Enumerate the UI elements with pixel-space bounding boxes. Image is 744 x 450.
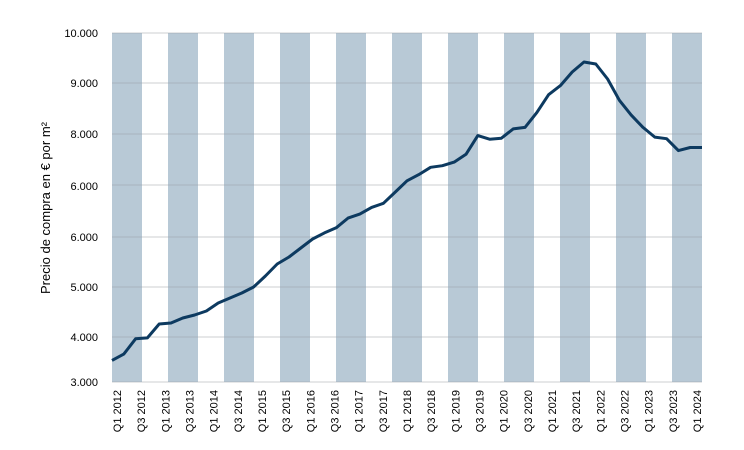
x-tick-label: Q1 2015 bbox=[257, 390, 269, 432]
year-band bbox=[672, 33, 702, 382]
x-tick-label: Q1 2022 bbox=[595, 390, 607, 432]
x-tick-label: Q1 2021 bbox=[547, 390, 559, 432]
x-tick-label: Q3 2013 bbox=[185, 390, 197, 432]
x-tick-label: Q3 2023 bbox=[668, 390, 680, 432]
year-band bbox=[224, 33, 254, 382]
year-band bbox=[448, 33, 478, 382]
x-tick-label: Q3 2022 bbox=[620, 390, 632, 432]
x-tick-label: Q3 2016 bbox=[330, 390, 342, 432]
year-bands bbox=[112, 33, 702, 382]
y-tick-label: 6.000 bbox=[70, 232, 98, 244]
series-line bbox=[111, 60, 702, 362]
x-tick-label: Q1 2017 bbox=[354, 390, 366, 432]
x-tick-label: Q3 2014 bbox=[233, 390, 245, 432]
y-tick-label: 9.000 bbox=[70, 78, 98, 90]
x-tick-label: Q1 2012 bbox=[112, 390, 124, 432]
year-band bbox=[168, 33, 198, 382]
y-tick-label: 3.000 bbox=[70, 377, 98, 389]
year-band bbox=[560, 33, 590, 382]
x-tick-label: Q1 2014 bbox=[209, 390, 221, 432]
y-axis-ticks: 3.000 4.000 5.000 6.000 6.000 8.000 9.000 10.00… bbox=[64, 28, 98, 389]
year-band bbox=[336, 33, 366, 382]
x-axis-ticks: Q1 2012 Q3 2012 Q1 2013 Q3 2013 Q1 2014 Q3 20… bbox=[112, 390, 704, 432]
x-tick-label: Q3 2020 bbox=[523, 390, 535, 432]
x-tick-label: Q3 2021 bbox=[571, 390, 583, 432]
y-tick-label: 8.000 bbox=[70, 129, 98, 141]
x-tick-label: Q3 2018 bbox=[426, 390, 438, 432]
x-tick-label: Q1 2018 bbox=[402, 390, 414, 432]
y-tick-label: 4.000 bbox=[70, 332, 98, 344]
x-tick-label: Q1 2020 bbox=[499, 390, 511, 432]
y-tick-label: 6.000 bbox=[70, 181, 98, 193]
x-tick-label: Q3 2017 bbox=[378, 390, 390, 432]
year-band bbox=[616, 33, 646, 382]
year-band bbox=[504, 33, 534, 382]
year-band bbox=[112, 33, 142, 382]
x-tick-label: Q3 2015 bbox=[281, 390, 293, 432]
x-tick-label: Q1 2016 bbox=[305, 390, 317, 432]
series-lines bbox=[111, 60, 702, 362]
y-tick-label: 5.000 bbox=[70, 282, 98, 294]
year-band bbox=[280, 33, 310, 382]
x-tick-label: Q1 2019 bbox=[450, 390, 462, 432]
year-band bbox=[392, 33, 422, 382]
x-tick-label: Q1 2013 bbox=[160, 390, 172, 432]
y-axis-label: Precio de compra en € por m² bbox=[38, 121, 53, 294]
x-tick-label: Q1 2024 bbox=[692, 390, 704, 432]
y-tick-label: 10.000 bbox=[64, 28, 98, 40]
x-tick-label: Q3 2012 bbox=[136, 390, 148, 432]
gridlines bbox=[112, 32, 702, 383]
x-tick-label: Q3 2019 bbox=[475, 390, 487, 432]
x-tick-label: Q1 2023 bbox=[644, 390, 656, 432]
